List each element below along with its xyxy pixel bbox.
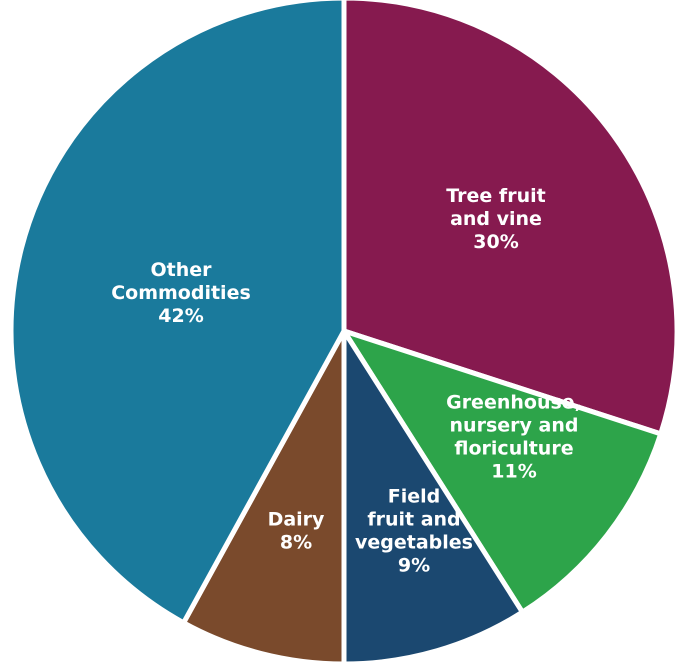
slice-label: Greenhouse, nursery and floriculture 11%	[446, 392, 582, 483]
slice-label: Dairy 8%	[268, 509, 325, 554]
slice-percent-label: 9%	[398, 555, 430, 577]
slice-label: Tree fruit and vine 30%	[446, 185, 545, 253]
slice-name-label: floriculture	[454, 438, 573, 460]
slice-percent-label: 30%	[473, 231, 518, 253]
pie-slice	[341, 0, 680, 437]
slice-name-label: fruit and	[367, 509, 460, 531]
slice-label: Field fruit and vegetables 9%	[355, 486, 473, 577]
slice-label: Other Commodities 42%	[111, 259, 251, 327]
slice-percent-label: 8%	[280, 532, 312, 554]
pie-slice	[341, 328, 525, 667]
slice-name-label: vegetables	[355, 532, 473, 554]
slice-name-label: Tree fruit	[446, 185, 545, 207]
pie-slice	[181, 328, 347, 667]
pie-slice	[341, 328, 664, 615]
slice-name-label: and vine	[450, 208, 542, 230]
slice-percent-label: 42%	[158, 305, 203, 327]
slice-name-label: Greenhouse,	[446, 392, 582, 414]
pie-slice	[8, 0, 347, 626]
slice-name-label: nursery and	[450, 415, 579, 437]
slice-percent-label: 11%	[491, 461, 536, 483]
slice-name-label: Other	[150, 259, 212, 281]
slice-name-label: Dairy	[268, 509, 325, 531]
slice-name-label: Field	[388, 486, 441, 508]
slice-name-label: Commodities	[111, 282, 251, 304]
